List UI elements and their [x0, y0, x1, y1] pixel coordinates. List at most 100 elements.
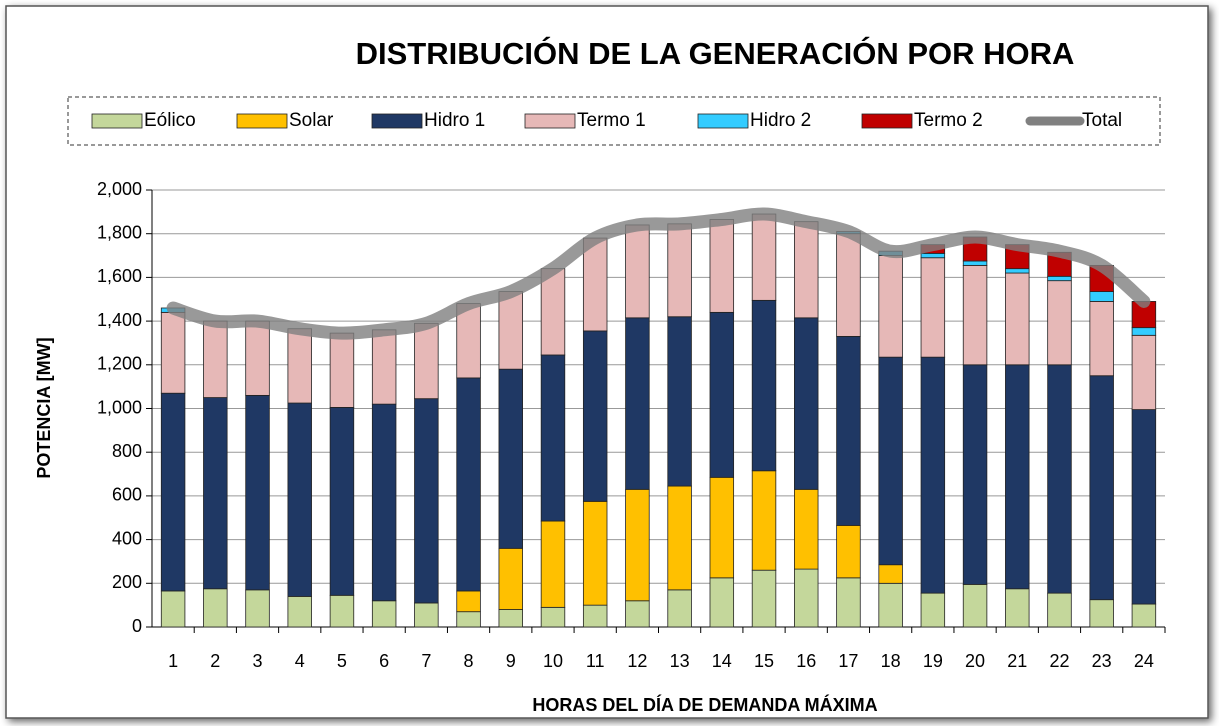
bar-segment [1005, 268, 1030, 274]
bar-segment [160, 590, 186, 628]
legend-swatch [697, 113, 749, 129]
bar-segment [498, 609, 523, 628]
bar-segment [414, 322, 439, 400]
bar-segment [625, 488, 650, 602]
x-tick-label: 23 [1092, 651, 1112, 671]
bar-segment [582, 330, 608, 502]
bar-segment [751, 470, 777, 571]
bar-segment [371, 600, 397, 628]
y-tick-label: 2,000 [97, 179, 142, 199]
bar-segment [582, 237, 608, 332]
x-tick-label: 14 [712, 651, 732, 671]
x-tick-label: 20 [965, 651, 985, 671]
x-tick-label: 7 [421, 651, 431, 671]
x-tick-label: 11 [586, 651, 605, 671]
x-tick-label: 12 [627, 651, 647, 671]
chart-title: DISTRIBUCIÓN DE LA GENERACIÓN POR HORA [356, 35, 1075, 71]
bar-segment [920, 252, 946, 259]
bar-segment [1131, 327, 1157, 336]
bar-segment [582, 500, 608, 606]
y-tick-label: 800 [112, 441, 142, 461]
bar-segment [329, 407, 355, 596]
y-axis-title: POTENCIA [MW] [34, 337, 54, 478]
bar-segment [836, 335, 861, 526]
x-tick-label: 4 [295, 651, 305, 671]
bar-segment [836, 524, 861, 579]
bar-segment [794, 221, 819, 319]
bar-segment [1047, 275, 1072, 282]
bar-segment [878, 255, 903, 358]
x-tick-label: 5 [337, 651, 347, 671]
bar-segment [836, 233, 861, 337]
x-tick-label: 19 [923, 651, 943, 671]
bar-segment [456, 303, 481, 379]
bar-segment [709, 577, 735, 628]
total-line [166, 207, 1151, 340]
bar-segment [1131, 334, 1157, 410]
bar-segment [1047, 364, 1072, 594]
x-tick-label: 6 [379, 651, 389, 671]
bar-segment [498, 368, 523, 549]
bar-segment [329, 594, 355, 628]
legend-swatch [91, 113, 143, 129]
bar-segment [878, 564, 903, 584]
y-tick-label: 1,000 [97, 397, 142, 417]
bar-segment [1047, 592, 1072, 628]
bar-segment [709, 311, 735, 478]
y-tick-label: 1,400 [97, 310, 142, 330]
bar-segment [456, 611, 481, 628]
bar-segment [1131, 409, 1157, 605]
legend-label: Solar [289, 110, 334, 131]
bar-segment [667, 589, 692, 628]
x-tick-label: 8 [464, 651, 474, 671]
bar-segment [498, 291, 523, 370]
bar-segment [920, 356, 946, 594]
bar-segment [667, 485, 692, 591]
legend-label: Hidro 1 [424, 110, 485, 131]
y-tick-label: 1,800 [97, 222, 142, 242]
x-tick-label: 3 [253, 651, 263, 671]
bar-segment [667, 316, 692, 487]
bar-segment [709, 476, 735, 579]
y-tick-label: 0 [132, 616, 142, 636]
y-tick-label: 400 [112, 528, 142, 548]
x-tick-label: 13 [670, 651, 690, 671]
bar-segment [414, 398, 439, 604]
bar-segment [920, 257, 946, 358]
legend-swatch [861, 113, 913, 129]
x-tick-label: 17 [838, 651, 858, 671]
bar-segment [456, 590, 481, 613]
bar-segment [582, 604, 608, 628]
bar-segment [836, 577, 861, 628]
bar-segment [287, 402, 312, 597]
x-tick-label: 21 [1007, 651, 1027, 671]
bar-segment [160, 311, 186, 394]
bar-segment [540, 268, 566, 356]
bar-segment [1089, 599, 1114, 628]
x-axis-title: HORAS DEL DÍA DE DEMANDA MÁXIMA [532, 694, 877, 715]
bar-segment [245, 320, 270, 396]
x-tick-label: 16 [796, 651, 816, 671]
bar-segment [456, 377, 481, 592]
y-tick-label: 200 [112, 572, 142, 592]
bar-segment [962, 364, 988, 585]
bar-segment [414, 602, 439, 628]
legend-label: Termo 1 [577, 110, 646, 131]
legend-swatch [524, 113, 576, 129]
legend-label: Hidro 2 [750, 110, 811, 131]
x-tick-label: 22 [1049, 651, 1069, 671]
bar-segment [709, 219, 735, 313]
legend-label: Eólico [144, 110, 196, 131]
bar-segment [160, 392, 186, 592]
legend-swatch [236, 113, 288, 129]
x-tick-label: 15 [754, 651, 774, 671]
bar-segment [1089, 301, 1114, 377]
bar-segment [203, 320, 228, 398]
bar-segment [920, 592, 946, 628]
bar-segment [1089, 291, 1114, 302]
bar-segment [667, 223, 692, 318]
bar-segment [794, 317, 819, 490]
bar-segment [625, 600, 650, 628]
legend-label: Total [1082, 110, 1122, 131]
